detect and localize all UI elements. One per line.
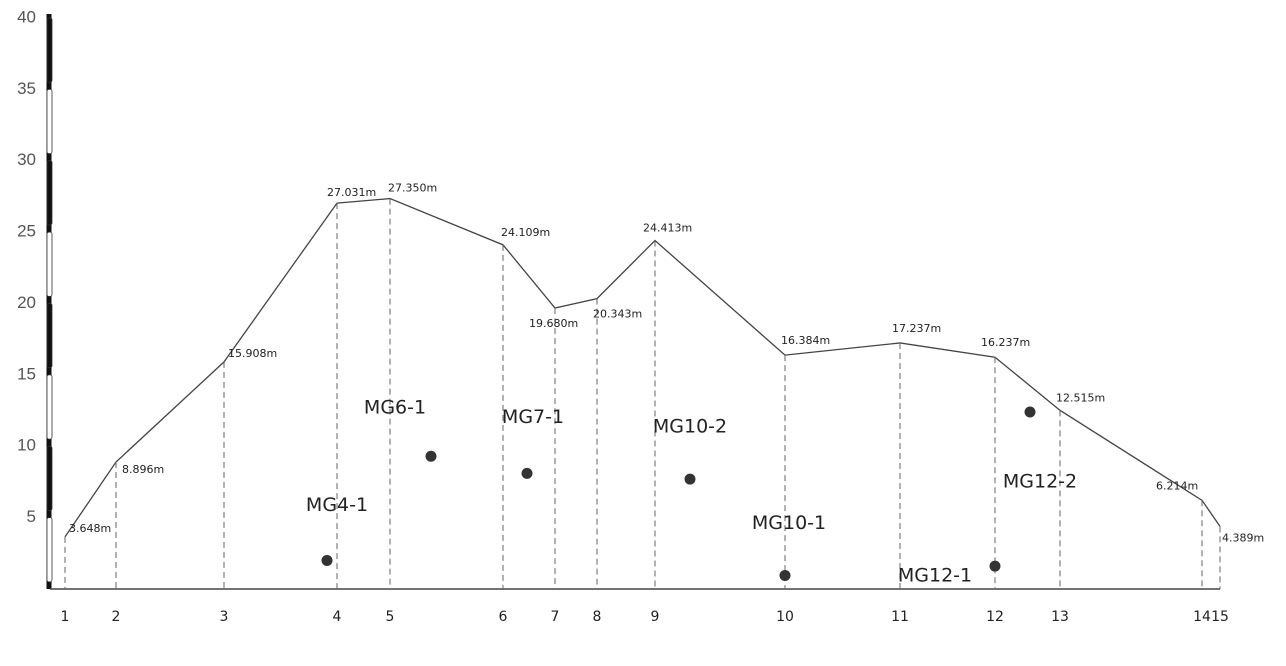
value-label: 24.109m xyxy=(501,226,550,239)
y-tick-mark xyxy=(46,231,53,297)
y-tick-mark xyxy=(46,303,53,369)
borehole-label: MG10-1 xyxy=(752,512,826,534)
station-label: 15 xyxy=(1211,609,1229,625)
value-label: 16.384m xyxy=(781,334,830,347)
value-label: 16.237m xyxy=(981,336,1030,349)
station-label: 4 xyxy=(333,609,342,625)
station-label: 6 xyxy=(499,609,508,625)
borehole-point xyxy=(321,554,333,566)
y-tick-mark xyxy=(46,517,53,583)
y-tick-mark xyxy=(46,88,53,155)
y-tick-mark xyxy=(46,445,53,511)
value-label: 3.648m xyxy=(69,522,111,535)
station-label: 9 xyxy=(651,609,660,625)
station-label: 8 xyxy=(593,609,602,625)
y-tick-label: 5 xyxy=(27,507,36,526)
station-label: 12 xyxy=(986,609,1004,625)
station-label: 13 xyxy=(1051,609,1069,625)
y-tick-label: 40 xyxy=(17,7,36,26)
borehole-point xyxy=(989,560,1001,572)
value-label: 27.350m xyxy=(388,182,437,195)
y-tick-label: 35 xyxy=(17,79,36,98)
borehole-label: MG12-1 xyxy=(898,565,972,587)
station-label: 2 xyxy=(112,609,121,625)
value-label: 12.515m xyxy=(1056,391,1105,404)
value-label: 15.908m xyxy=(228,347,277,360)
y-tick-label: 10 xyxy=(17,436,36,455)
value-label: 4.389m xyxy=(1222,531,1264,544)
value-label: 19.680m xyxy=(529,317,578,330)
borehole-point xyxy=(684,473,696,485)
y-tick-label: 20 xyxy=(17,293,36,312)
borehole-point xyxy=(779,569,791,581)
borehole-point xyxy=(425,450,437,462)
y-tick-label: 25 xyxy=(17,222,36,241)
y-tick-mark xyxy=(46,160,53,226)
value-label: 24.413m xyxy=(643,222,692,235)
y-tick-label: 15 xyxy=(17,364,36,383)
y-tick-mark xyxy=(46,17,53,83)
station-label: 14 xyxy=(1193,609,1211,625)
value-label: 20.343m xyxy=(593,308,642,321)
station-label: 1 xyxy=(61,609,70,625)
station-label: 11 xyxy=(891,609,909,625)
borehole-label: MG10-2 xyxy=(653,416,727,438)
station-label: 5 xyxy=(386,609,395,625)
y-tick-label: 30 xyxy=(17,150,36,169)
value-label: 6.214m xyxy=(1156,479,1198,492)
station-label: 7 xyxy=(551,609,560,625)
borehole-label: MG6-1 xyxy=(364,397,426,419)
borehole-label: MG12-2 xyxy=(1003,470,1077,492)
station-label: 10 xyxy=(776,609,794,625)
borehole-label: MG4-1 xyxy=(306,494,368,516)
y-tick-mark xyxy=(46,374,53,440)
station-label: 3 xyxy=(220,609,229,625)
borehole-label: MG7-1 xyxy=(502,406,564,428)
value-label: 17.237m xyxy=(892,322,941,335)
borehole-point xyxy=(1024,406,1036,418)
value-label: 27.031m xyxy=(327,186,376,199)
borehole-point xyxy=(521,467,533,479)
value-label: 8.896m xyxy=(122,463,164,476)
